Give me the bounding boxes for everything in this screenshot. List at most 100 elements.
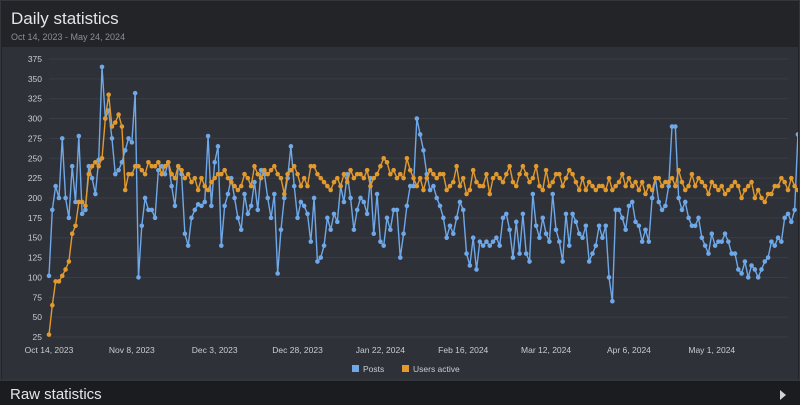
data-point-posts (480, 243, 486, 248)
data-point-users-active (659, 183, 665, 189)
data-point-users-active (53, 279, 58, 284)
panel-header: Daily statistics Oct 14, 2023 - May 24, … (1, 1, 799, 47)
data-point-posts (344, 171, 350, 177)
x-tick-label: Apr 6, 2024 (607, 345, 651, 355)
data-point-posts (755, 275, 761, 280)
raw-statistics-section[interactable]: Raw statistics (0, 380, 800, 405)
data-point-users-active (590, 183, 595, 189)
data-point-posts (557, 239, 562, 244)
data-point-posts (59, 136, 65, 141)
data-point-posts (550, 191, 556, 197)
data-point-users-active (202, 183, 208, 189)
data-point-users-active (235, 187, 241, 193)
data-point-users-active (175, 163, 181, 169)
x-tick-label: Dec 3, 2023 (192, 345, 238, 355)
data-point-users-active (739, 195, 744, 201)
expand-arrow-icon[interactable] (780, 390, 786, 400)
data-point-users-active (606, 175, 612, 181)
data-point-posts (613, 207, 618, 213)
data-point-users-active (653, 175, 658, 181)
legend-item-posts[interactable]: Posts (352, 364, 384, 374)
data-point-posts (152, 215, 158, 221)
data-point-users-active (616, 179, 622, 185)
legend-swatch (352, 365, 359, 372)
data-point-users-active (99, 155, 105, 161)
data-point-users-active (179, 167, 184, 173)
data-point-posts (79, 211, 85, 217)
data-point-users-active (673, 183, 678, 189)
data-point-posts (225, 191, 231, 197)
data-point-posts (185, 243, 191, 248)
data-point-posts (450, 231, 456, 237)
data-point-users-active (716, 187, 721, 193)
data-point-users-active (351, 175, 357, 181)
data-point-users-active (344, 179, 350, 185)
data-point-users-active (484, 171, 489, 177)
data-point-users-active (305, 183, 310, 189)
data-point-posts (301, 203, 307, 209)
data-point-users-active (583, 187, 589, 193)
legend-item-users-active[interactable]: Users active (402, 364, 460, 374)
y-tick-label: 225 (28, 173, 42, 183)
data-point-posts (318, 255, 324, 260)
data-point-users-active (258, 175, 264, 181)
data-point-users-active (338, 183, 343, 189)
data-point-posts (586, 259, 592, 264)
data-point-posts (646, 239, 652, 244)
data-point-users-active (215, 171, 221, 177)
data-point-users-active (663, 179, 668, 185)
data-point-users-active (792, 183, 797, 189)
data-point-users-active (692, 183, 698, 189)
data-point-posts (610, 298, 615, 304)
data-point-users-active (407, 167, 413, 173)
data-point-posts (427, 187, 433, 193)
data-point-users-active (69, 231, 75, 237)
data-point-users-active (103, 116, 108, 121)
data-point-users-active (96, 163, 102, 169)
data-point-posts (394, 207, 400, 213)
data-point-users-active (265, 171, 271, 177)
data-point-posts (692, 223, 698, 229)
data-point-users-active (195, 187, 201, 193)
data-point-posts (520, 211, 526, 217)
data-point-users-active (50, 302, 55, 308)
data-point-users-active (586, 179, 592, 185)
data-point-users-active (431, 171, 436, 177)
data-point-users-active (222, 167, 227, 173)
data-point-users-active (593, 187, 599, 193)
data-point-users-active (401, 175, 406, 181)
data-point-posts (73, 199, 78, 205)
y-tick-label: 150 (28, 233, 42, 243)
data-point-posts (467, 263, 473, 268)
data-point-users-active (242, 171, 247, 177)
data-point-posts (53, 183, 58, 189)
data-point-users-active (106, 92, 111, 98)
data-point-users-active (245, 175, 251, 181)
data-point-users-active (742, 187, 748, 193)
data-point-posts (477, 239, 483, 244)
data-point-posts (659, 207, 665, 213)
data-point-users-active (613, 183, 618, 189)
data-point-users-active (712, 183, 718, 189)
data-point-users-active (530, 175, 536, 181)
data-point-posts (510, 255, 516, 260)
data-point-posts (149, 207, 155, 213)
data-point-posts (434, 195, 440, 201)
data-point-users-active (414, 183, 420, 189)
data-point-users-active (729, 183, 734, 189)
data-point-users-active (460, 175, 466, 181)
data-point-users-active (719, 183, 725, 189)
data-point-posts (278, 227, 284, 233)
data-point-users-active (172, 175, 178, 181)
data-point-posts (600, 235, 605, 241)
y-tick-label: 275 (28, 133, 42, 143)
data-point-posts (69, 163, 75, 169)
y-tick-labels: 25 50 75 100 125 150 175 200 225 250 275 300 325 350 3… (28, 54, 42, 342)
data-point-posts (636, 223, 642, 229)
data-point-posts (735, 267, 741, 272)
data-point-posts (583, 223, 589, 229)
data-point-users-active (563, 175, 569, 181)
data-point-users-active (248, 183, 254, 189)
data-point-users-active (301, 175, 307, 181)
data-point-posts (620, 215, 625, 221)
